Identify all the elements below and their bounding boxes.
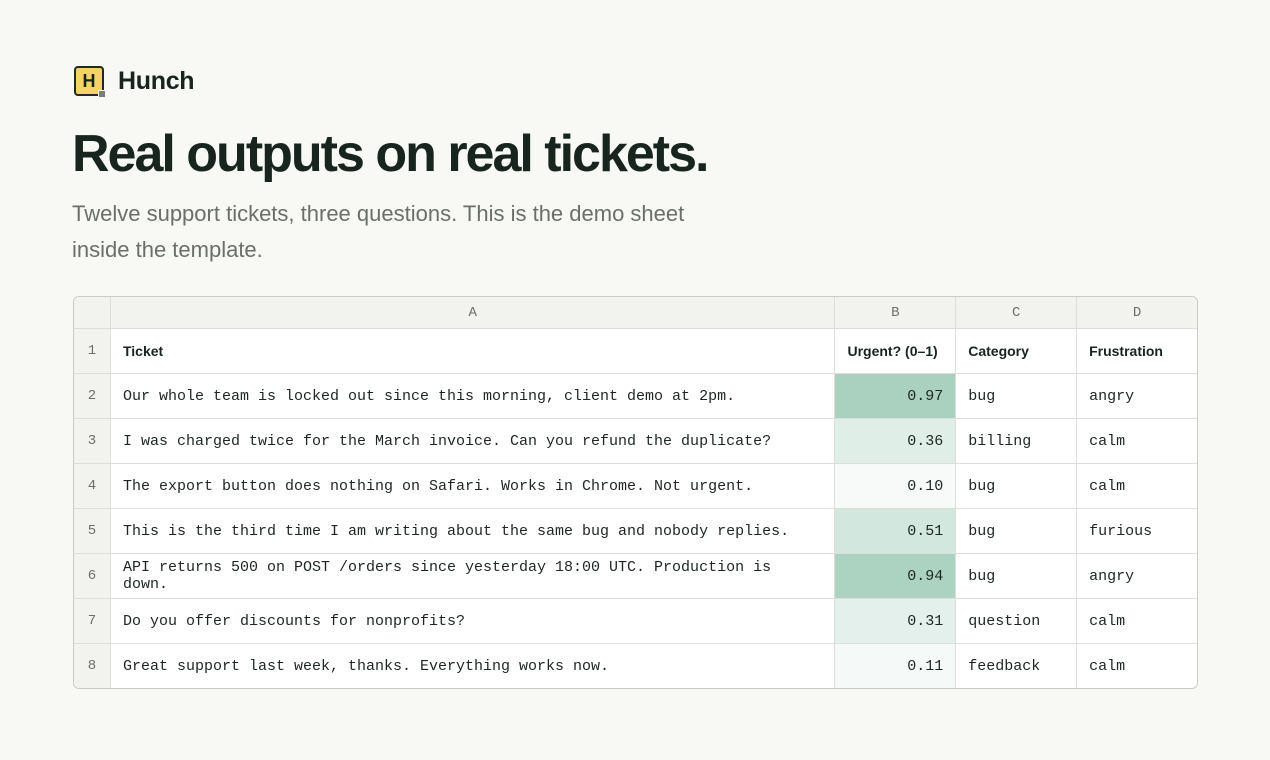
header-row: 1 Ticket Urgent? (0–1) Category Frustration <box>74 329 1197 374</box>
row-number: 2 <box>74 374 111 419</box>
frustration: angry <box>1077 374 1197 419</box>
category: question <box>956 599 1078 644</box>
ticket-row: 6 API returns 500 on POST /orders since y… <box>74 554 1197 599</box>
brand-logo: H <box>74 66 106 98</box>
page-subtitle: Twelve support tickets, three questions.… <box>72 201 685 262</box>
frustration: angry <box>1077 554 1197 599</box>
category: bug <box>956 374 1078 419</box>
page-title: Real outputs on real tickets. <box>72 125 709 183</box>
row-number: 3 <box>74 419 111 464</box>
brand[interactable]: H Hunch <box>74 66 195 98</box>
column-header: Frustration <box>1077 329 1197 374</box>
ticket-text: API returns 500 on POST /orders since ye… <box>110 554 836 599</box>
ticket-row: 7 Do you offer discounts for nonprofits? 0… <box>74 599 1197 644</box>
row-number: 6 <box>74 554 111 599</box>
row-number: 1 <box>74 329 111 374</box>
row-number: 5 <box>74 509 111 554</box>
ticket-text: Great support last week, thanks. Everyth… <box>111 644 836 688</box>
frustration: calm <box>1077 419 1197 464</box>
frustration: calm <box>1077 599 1197 644</box>
ticket-text: This is the third time I am writing abou… <box>110 509 836 554</box>
ticket-row: 8 Great support last week, thanks. Everyt… <box>74 644 1197 688</box>
category: bug <box>956 509 1078 554</box>
row-number: 7 <box>74 599 111 644</box>
column-letter: A <box>110 297 836 329</box>
row-number: 8 <box>74 644 111 688</box>
row-number: 4 <box>74 464 111 509</box>
urgency-score: 0.51 <box>835 509 957 554</box>
frustration: calm <box>1089 657 1126 675</box>
sheet-body: 1 Ticket Urgent? (0–1) Category Frustration 2… <box>74 329 1197 688</box>
urgency-score: 0.31 <box>835 599 957 644</box>
corner-cell <box>74 297 111 329</box>
category: feedback <box>956 644 1078 688</box>
category: billing <box>956 419 1078 464</box>
column-letter: C <box>956 297 1078 329</box>
column-header: Category <box>956 329 1078 374</box>
column-header: Urgent? (0–1) <box>835 329 957 374</box>
ticket-text: The export button does nothing on Safari… <box>110 464 836 509</box>
category: bug <box>956 464 1078 509</box>
frustration: calm <box>1077 464 1197 509</box>
urgency-score: 0.11 <box>835 644 957 688</box>
ticket-text: Do you offer discounts for nonprofits? <box>110 599 836 644</box>
column-letter: B <box>835 297 957 329</box>
category: bug <box>956 554 1078 599</box>
urgency-score: 0.10 <box>835 464 957 509</box>
urgency-score: 0.94 <box>835 554 957 599</box>
ticket-row: 2 Our whole team is locked out since this… <box>74 374 1197 419</box>
column-header: Ticket <box>110 329 836 374</box>
frustration: furious <box>1077 509 1197 554</box>
column-letter: D <box>1077 297 1197 329</box>
ticket-text: I was charged twice for the March invoic… <box>110 419 836 464</box>
urgency-score: 0.36 <box>835 419 957 464</box>
ticket-row: 4 The export button does nothing on Safar… <box>74 464 1197 509</box>
urgency-score: 0.97 <box>835 374 957 419</box>
ticket-text: Our whole team is locked out since this … <box>110 374 836 419</box>
brand-name: Hunch <box>118 66 195 95</box>
ticket-row: 5 This is the third time I am writing abo… <box>74 509 1197 554</box>
